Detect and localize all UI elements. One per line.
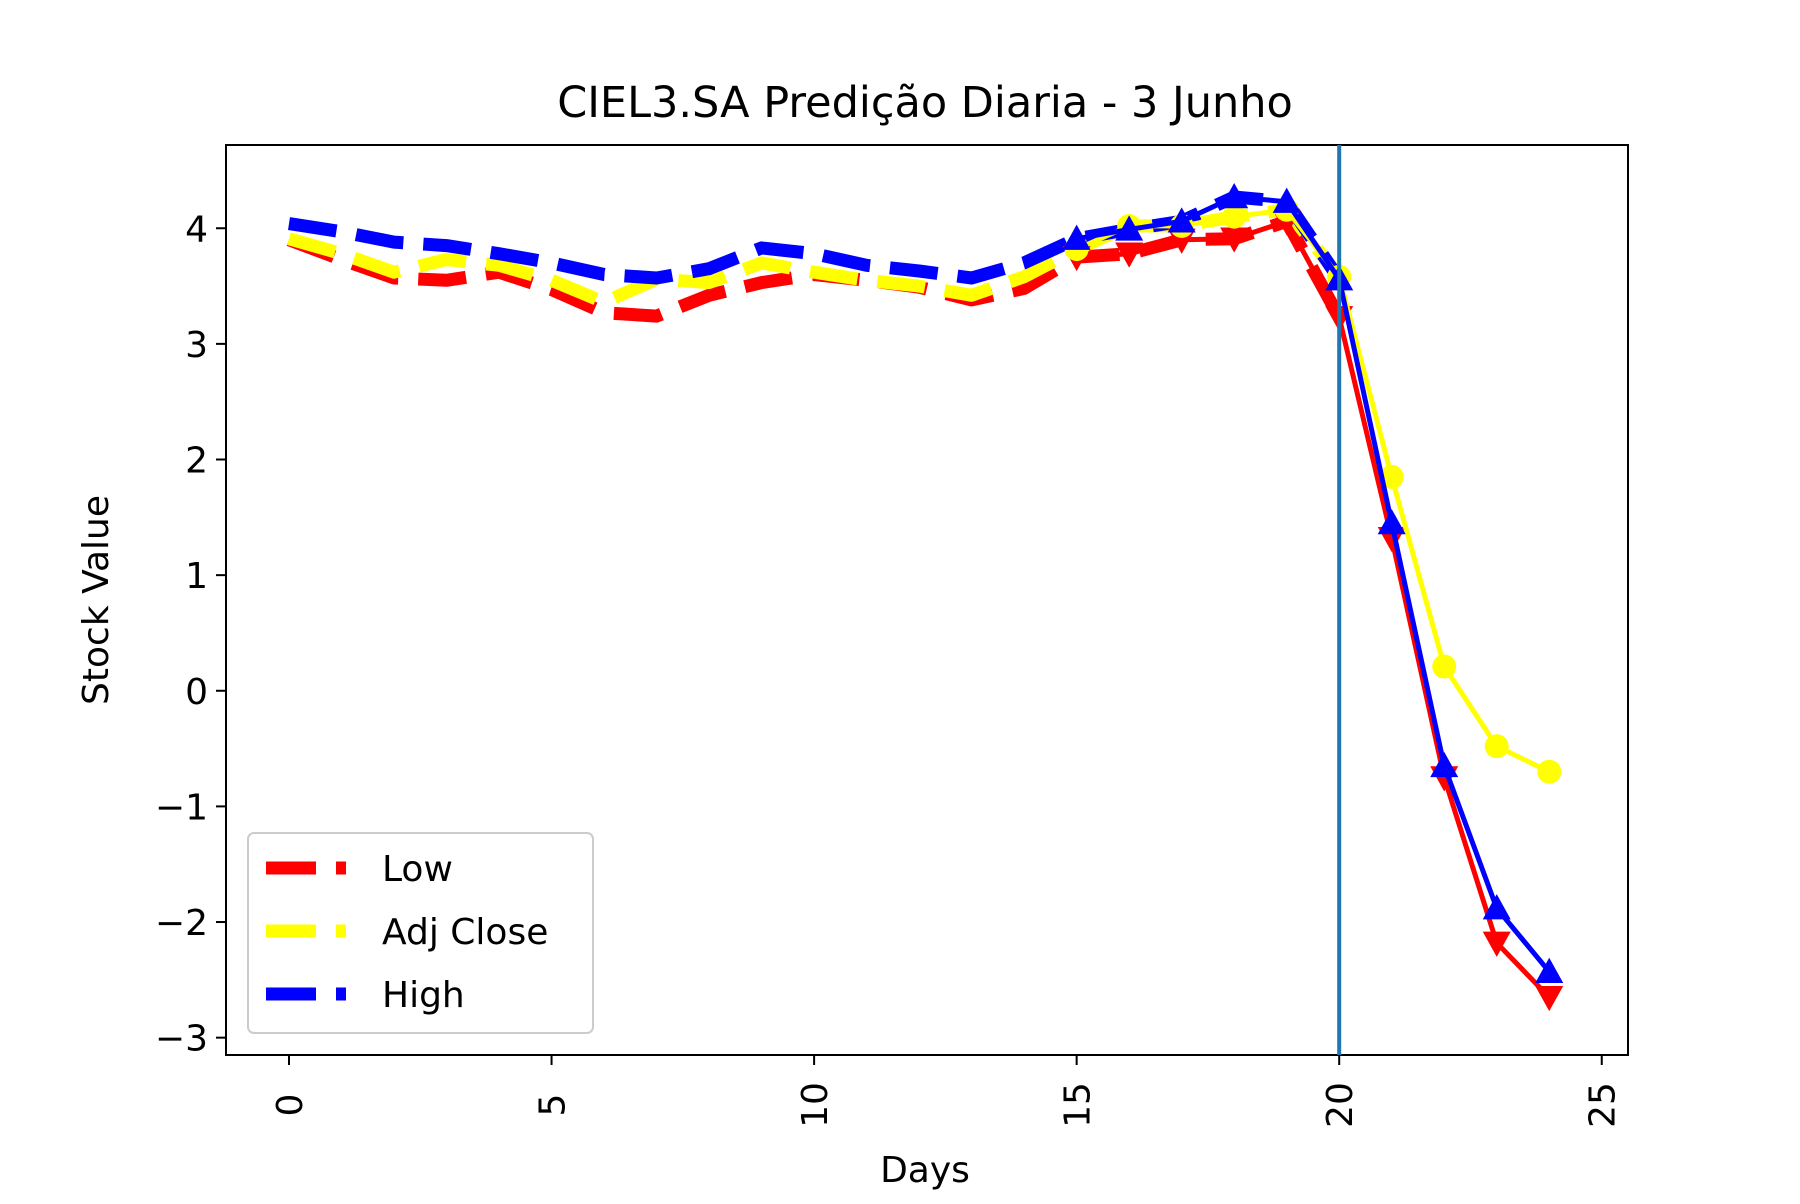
x-tick-label: 20	[1320, 1082, 1361, 1128]
x-tick-label: 15	[1058, 1082, 1099, 1128]
y-tick-label: 4	[185, 209, 208, 250]
x-tick-label: 10	[795, 1082, 836, 1128]
data-point-high	[1377, 509, 1406, 535]
x-axis-label: Days	[880, 1150, 970, 1191]
forecast-line-low	[1076, 218, 1551, 999]
data-point-high	[1430, 751, 1459, 778]
legend-label-adj-close: Adj Close	[382, 912, 548, 953]
data-point-adj-close	[1432, 654, 1457, 679]
forecast-line-high	[1076, 194, 1552, 974]
legend-box	[247, 832, 594, 1034]
y-axis-label: Stock Value	[76, 495, 117, 705]
y-tick-label: 1	[185, 556, 208, 597]
data-point-high	[1167, 207, 1196, 233]
y-tick-label: 2	[185, 441, 208, 482]
data-point-high	[1535, 957, 1564, 983]
data-point-low	[1482, 931, 1511, 957]
legend: Low Adj Close High	[247, 832, 594, 1034]
legend-label-high: High	[382, 975, 465, 1016]
data-point-high	[1272, 187, 1301, 213]
data-point-low	[1220, 227, 1249, 253]
x-tick-label: 5	[533, 1094, 574, 1117]
data-point-high	[1220, 183, 1249, 209]
y-tick-label: −3	[155, 1019, 208, 1060]
data-point-high	[1062, 224, 1091, 250]
data-point-low	[1535, 985, 1564, 1012]
x-tick-label: 0	[270, 1094, 311, 1117]
plot-frame	[225, 144, 1629, 1056]
data-point-low	[1115, 242, 1144, 268]
y-tick-label: −1	[155, 787, 208, 828]
data-point-adj-close	[1379, 464, 1404, 489]
data-point-adj-close	[1484, 734, 1509, 759]
data-point-high	[1115, 215, 1144, 241]
chart-title: CIEL3.SA Predição Diaria - 3 Junho	[557, 78, 1293, 128]
y-tick-label: −2	[155, 903, 208, 944]
y-tick-label: 3	[185, 325, 208, 366]
forecast-line-adj-close	[1075, 207, 1551, 774]
data-layer	[286, 145, 1564, 1055]
y-tick-label: 0	[185, 672, 208, 713]
data-point-adj-close	[1222, 204, 1247, 229]
legend-label-low: Low	[382, 849, 453, 890]
x-tick-label: 25	[1583, 1082, 1624, 1128]
data-point-high	[1482, 894, 1511, 920]
data-point-adj-close	[1537, 759, 1562, 784]
